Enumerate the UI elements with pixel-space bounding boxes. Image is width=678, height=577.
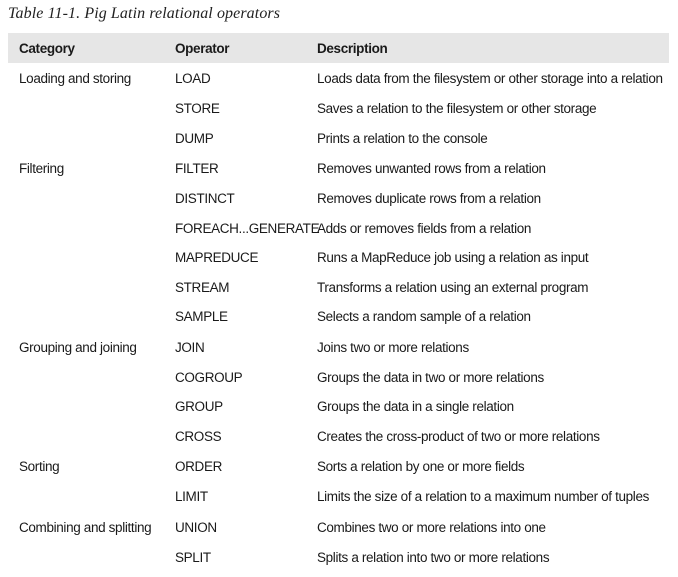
description-cell: Adds or removes fields from a relation bbox=[317, 220, 532, 236]
operators-table: Category Operator Description Loading an… bbox=[8, 33, 669, 572]
table-row: COGROUP Groups the data in two or more re… bbox=[8, 363, 669, 393]
table-row: Loading and storing LOAD Loads data from t… bbox=[8, 63, 669, 94]
table-group: Combining and splitting UNION Combines two… bbox=[8, 512, 669, 573]
header-description: Description bbox=[317, 40, 388, 56]
table-row: Sorting ORDER Sorts a relation by one or m… bbox=[8, 451, 669, 482]
header-operator: Operator bbox=[175, 40, 230, 56]
table-row: Combining and splitting UNION Combines two… bbox=[8, 512, 669, 543]
table-row: STREAM Transforms a relation using an ext… bbox=[8, 273, 669, 303]
description-cell: Groups the data in two or more relations bbox=[317, 369, 544, 385]
operator-cell: FILTER bbox=[175, 161, 219, 176]
description-cell: Joins two or more relations bbox=[317, 339, 469, 355]
table-group: Sorting ORDER Sorts a relation by one or m… bbox=[8, 451, 669, 512]
description-cell: Groups the data in a single relation bbox=[317, 399, 514, 415]
operator-cell: CROSS bbox=[175, 428, 222, 444]
table-row: Filtering FILTER Removes unwanted rows fro… bbox=[8, 153, 669, 184]
operator-cell: STORE bbox=[175, 101, 220, 117]
operator-cell: COGROUP bbox=[175, 369, 243, 385]
description-cell: Saves a relation to the filesystem or ot… bbox=[317, 101, 597, 117]
description-cell: Creates the cross-product of two or more… bbox=[317, 428, 600, 444]
description-cell: Sorts a relation by one or more fields bbox=[317, 459, 525, 474]
category-cell: Combining and splitting bbox=[19, 519, 152, 535]
description-cell: Combines two or more relations into one bbox=[317, 519, 546, 535]
operator-cell: DISTINCT bbox=[175, 191, 235, 207]
operator-cell: LOAD bbox=[175, 71, 211, 86]
description-cell: Limits the size of a relation to a maxim… bbox=[317, 489, 650, 505]
table-group: Filtering FILTER Removes unwanted rows fro… bbox=[8, 153, 669, 332]
table-row: LIMIT Limits the size of a relation to a … bbox=[8, 482, 669, 512]
operator-cell: MAPREDUCE bbox=[175, 250, 259, 266]
table-group: Loading and storing LOAD Loads data from t… bbox=[8, 63, 669, 153]
operator-cell: SAMPLE bbox=[175, 309, 228, 325]
table-caption: Table 11-1. Pig Latin relational operato… bbox=[8, 5, 281, 22]
description-cell: Runs a MapReduce job using a relation as… bbox=[317, 250, 589, 266]
operator-cell: STREAM bbox=[175, 279, 230, 295]
table-row: Grouping and joining JOIN Joins two or mor… bbox=[8, 332, 669, 363]
table-header: Category Operator Description bbox=[8, 33, 669, 63]
table-row: CROSS Creates the cross-product of two or… bbox=[8, 422, 669, 452]
category-cell: Grouping and joining bbox=[19, 339, 137, 355]
operator-cell: DUMP bbox=[175, 130, 214, 146]
header-category: Category bbox=[19, 40, 75, 56]
table-body: Loading and storing LOAD Loads data from t… bbox=[8, 63, 669, 572]
operator-cell: JOIN bbox=[175, 339, 205, 355]
operator-cell: ORDER bbox=[175, 459, 223, 474]
description-cell: Removes duplicate rows from a relation bbox=[317, 191, 541, 207]
operator-cell: GROUP bbox=[175, 399, 223, 415]
table-group: Grouping and joining JOIN Joins two or mor… bbox=[8, 332, 669, 452]
description-cell: Loads data from the filesystem or other … bbox=[317, 71, 663, 86]
table-row: SAMPLE Selects a random sample of a relat… bbox=[8, 302, 669, 332]
table-row: SPLIT Splits a relation into two or more … bbox=[8, 543, 669, 573]
table-row: DISTINCT Removes duplicate rows from a re… bbox=[8, 184, 669, 214]
description-cell: Transforms a relation using an external … bbox=[317, 279, 589, 295]
operator-cell: SPLIT bbox=[175, 549, 211, 565]
description-cell: Prints a relation to the console bbox=[317, 130, 488, 146]
operator-cell: FOREACH...GENERATE bbox=[175, 220, 320, 236]
description-cell: Removes unwanted rows from a relation bbox=[317, 161, 546, 176]
category-cell: Loading and storing bbox=[19, 71, 131, 86]
table-row: STORE Saves a relation to the filesystem … bbox=[8, 94, 669, 124]
category-cell: Sorting bbox=[19, 459, 60, 474]
table-row: FOREACH...GENERATE Adds or removes fields… bbox=[8, 214, 669, 244]
operator-cell: LIMIT bbox=[175, 489, 208, 505]
table-row: GROUP Groups the data in a single relatio… bbox=[8, 392, 669, 422]
operator-cell: UNION bbox=[175, 519, 217, 535]
category-cell: Filtering bbox=[19, 161, 64, 176]
description-cell: Splits a relation into two or more relat… bbox=[317, 549, 550, 565]
description-cell: Selects a random sample of a relation bbox=[317, 309, 531, 325]
table-row: MAPREDUCE Runs a MapReduce job using a re… bbox=[8, 243, 669, 273]
table-row: DUMP Prints a relation to the console bbox=[8, 124, 669, 154]
